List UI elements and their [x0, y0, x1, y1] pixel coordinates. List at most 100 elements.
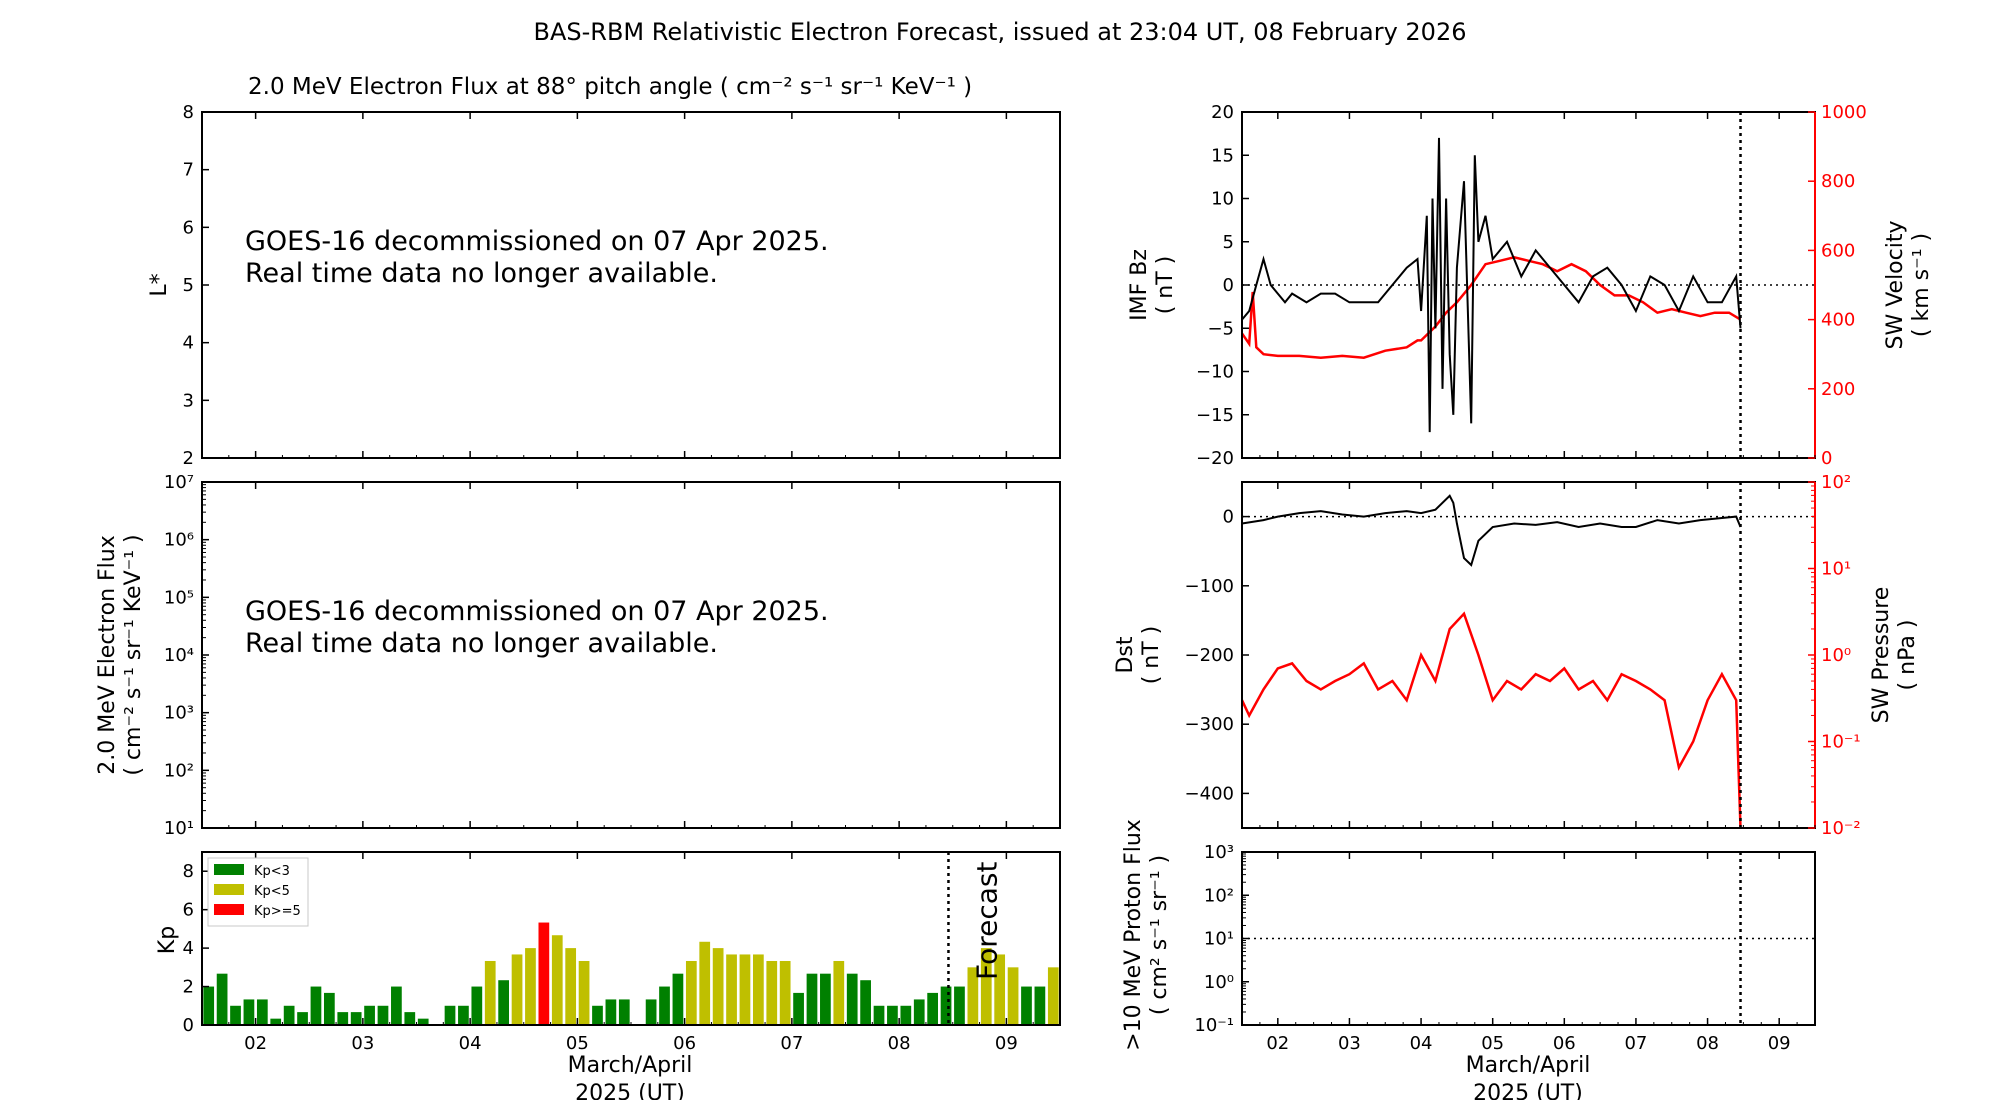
legend-swatch	[214, 904, 244, 915]
kp-bar	[793, 992, 804, 1025]
y-tick-label: 20	[1211, 102, 1234, 123]
sw-velocity-ylabel: ( km s⁻¹ )	[1909, 233, 1934, 337]
kp-bar	[592, 1005, 603, 1025]
kp-bar	[645, 999, 657, 1025]
kp-bar	[726, 954, 737, 1025]
x-tick-label: 07	[780, 1033, 803, 1054]
kp-bar	[578, 960, 590, 1025]
kp-bar	[766, 960, 778, 1025]
kp-bar	[913, 999, 925, 1025]
y-tick-label: −20	[1196, 448, 1234, 469]
x-tick-label: 03	[351, 1033, 374, 1054]
imf-panel: −20−15−10−50510152002004006008001000IMF …	[1127, 102, 1934, 469]
kp-bar	[310, 986, 322, 1025]
y-tick-label: −400	[1185, 783, 1234, 804]
y-tick-label: 5	[183, 275, 194, 296]
y-right-tick-label: 10⁻¹	[1821, 732, 1861, 753]
kp-bar	[900, 1005, 912, 1025]
lstar-message: GOES-16 decommissioned on 07 Apr 2025.	[245, 226, 829, 257]
kp-bar	[230, 1005, 241, 1025]
x-tick-label: 09	[1768, 1033, 1791, 1054]
figure-title: BAS-RBM Relativistic Electron Forecast, …	[534, 18, 1467, 46]
x-tick-label: 06	[673, 1033, 696, 1054]
kp-bar	[806, 973, 818, 1025]
lstar-title: 2.0 MeV Electron Flux at 88° pitch angle…	[248, 74, 972, 100]
proton-xlabel: March/April	[1466, 1053, 1591, 1078]
y-tick-label: 4	[183, 938, 194, 959]
kp-bar	[551, 935, 563, 1025]
proton-panel: 10⁻¹ 10⁰ 10¹ 10² 10³ 02 03 04 05 06 07 08 09 >10 MeV …	[1121, 819, 1816, 1100]
y-tick-label: 10⁰	[1204, 972, 1234, 993]
dst-line	[1241, 494, 1742, 567]
kp-bar	[994, 954, 1006, 1025]
legend-entry: Kp>=5	[254, 904, 301, 919]
y-tick-label: 7	[183, 160, 194, 181]
sw-pressure-ylabel: SW Pressure	[1869, 587, 1894, 724]
sw-velocity-ylabel: SW Velocity	[1883, 220, 1908, 349]
flux-panel: 10¹ 10² 10³ 10⁴ 10⁵ 10⁶ 10⁷ 2.0 MeV Electron Fl…	[95, 472, 1061, 839]
y-tick-label: 10²	[164, 760, 194, 781]
y-tick-label: 10⁶	[164, 530, 194, 551]
y-right-tick-label: 200	[1821, 379, 1855, 400]
y-tick-label: −100	[1185, 576, 1234, 597]
y-tick-label: 5	[1223, 232, 1234, 253]
y-tick-label: 15	[1211, 145, 1234, 166]
kp-bar	[525, 948, 536, 1025]
sw-velocity-line	[1240, 256, 1742, 359]
y-tick-label: 10⁵	[164, 587, 194, 608]
imf-ylabel: IMF Bz	[1127, 249, 1152, 321]
kp-bar	[243, 999, 255, 1025]
x-tick-label: 05	[566, 1033, 589, 1054]
kp-bar	[337, 1012, 349, 1025]
kp-bar	[377, 1005, 389, 1025]
kp-bar	[927, 992, 939, 1025]
kp-bar	[618, 999, 630, 1025]
y-tick-label: 10²	[1204, 885, 1234, 906]
kp-legend: Kp<3 Kp<5 Kp>=5	[207, 857, 309, 927]
y-tick-label: 10⁴	[164, 645, 194, 666]
y-tick-label: −15	[1196, 405, 1234, 426]
x-tick-label: 04	[1410, 1033, 1433, 1054]
kp-bar	[712, 948, 724, 1025]
x-tick-label: 08	[1696, 1033, 1719, 1054]
y-tick-label: 10	[1211, 189, 1234, 210]
kp-bar	[404, 1012, 416, 1025]
legend-swatch	[214, 884, 244, 895]
y-tick-label: 10⁻¹	[1194, 1015, 1234, 1036]
kp-bar	[940, 986, 952, 1025]
kp-bar	[752, 954, 764, 1025]
kp-bar	[1007, 967, 1019, 1025]
y-tick-label: 8	[183, 861, 194, 882]
y-tick-label: −10	[1196, 362, 1234, 383]
y-right-tick-label: 800	[1821, 171, 1855, 192]
kp-xlabel: March/April	[568, 1053, 693, 1078]
dst-frame	[1241, 481, 1816, 829]
kp-bar	[458, 1005, 469, 1025]
kp-bar	[873, 1005, 885, 1025]
kp-bar	[203, 986, 215, 1025]
y-tick-label: 2	[183, 977, 194, 998]
kp-bar	[444, 1005, 456, 1025]
x-tick-label: 04	[459, 1033, 482, 1054]
kp-bar	[538, 922, 550, 1025]
kp-bar	[739, 954, 751, 1025]
y-right-tick-label: 10⁰	[1821, 645, 1851, 666]
y-right-tick-label: 1000	[1821, 102, 1867, 123]
kp-bar	[1047, 967, 1059, 1025]
y-tick-label: 10⁷	[164, 472, 194, 493]
proton-xlabel: 2025 (UT)	[1473, 1081, 1583, 1100]
y-tick-label: −300	[1185, 714, 1234, 735]
kp-bar	[699, 941, 711, 1025]
y-tick-label: −200	[1185, 645, 1234, 666]
x-tick-label: 02	[1266, 1033, 1289, 1054]
kp-bar	[1021, 986, 1032, 1025]
kp-bar	[967, 967, 979, 1025]
x-tick-label: 03	[1338, 1033, 1361, 1054]
x-tick-label: 02	[244, 1033, 267, 1054]
kp-bar	[256, 999, 268, 1025]
lstar-panel: 2.0 MeV Electron Flux at 88° pitch angle…	[147, 74, 1061, 469]
flux-ylabel: ( cm⁻² s⁻¹ sr⁻¹ KeV⁻¹ )	[121, 534, 146, 775]
y-tick-label: 0	[183, 1015, 194, 1036]
